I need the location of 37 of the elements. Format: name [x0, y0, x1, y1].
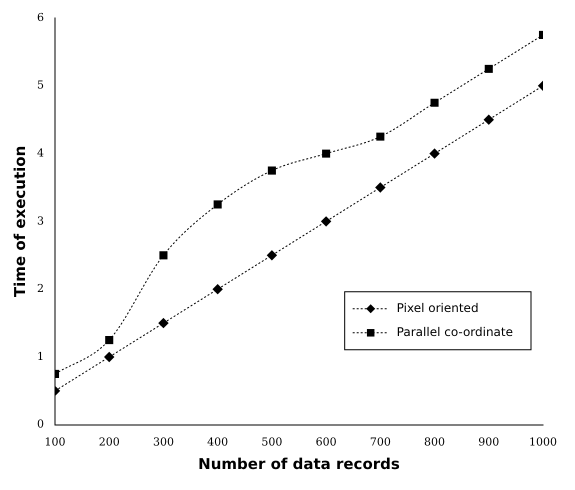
legend-label: Pixel oriented: [396, 300, 479, 315]
x-tick-label: 300: [152, 435, 174, 448]
point: [104, 352, 114, 362]
point: [268, 166, 276, 175]
point: [322, 150, 330, 158]
y-tick-label: 3: [37, 214, 44, 228]
point: [376, 132, 384, 141]
x-tick-label: 400: [207, 435, 228, 448]
point: [105, 336, 114, 344]
point: [159, 251, 168, 260]
y-tick-label: 6: [37, 10, 44, 24]
x-tick-label: 100: [44, 435, 66, 448]
point: [484, 64, 493, 73]
y-axis-title: Time of execution: [10, 146, 29, 298]
x-tick-label: 600: [316, 435, 337, 448]
point: [212, 284, 223, 294]
x-tick-label: 1000: [529, 435, 557, 448]
y-tick-label: 2: [37, 282, 44, 296]
point: [158, 318, 168, 328]
x-axis-title: Number of data records: [198, 454, 400, 473]
point: [484, 114, 494, 125]
point: [266, 250, 277, 260]
point: [430, 148, 440, 159]
x-tick-label: 700: [370, 435, 391, 448]
y-tick-label: 1: [37, 350, 44, 363]
point: [214, 200, 222, 208]
y-tick-label: 4: [37, 146, 44, 160]
y-tick-label: 5: [37, 78, 44, 92]
point: [430, 98, 439, 107]
point: [321, 216, 332, 226]
x-tick-label: 900: [478, 435, 500, 448]
x-tick-label: 200: [98, 435, 120, 448]
x-tick-label: 800: [424, 435, 446, 448]
y-tick-label: 0: [37, 418, 44, 431]
x-tick-label: 500: [261, 435, 282, 448]
point: [375, 182, 386, 192]
legend-label: Parallel co-ordinate: [396, 324, 514, 339]
